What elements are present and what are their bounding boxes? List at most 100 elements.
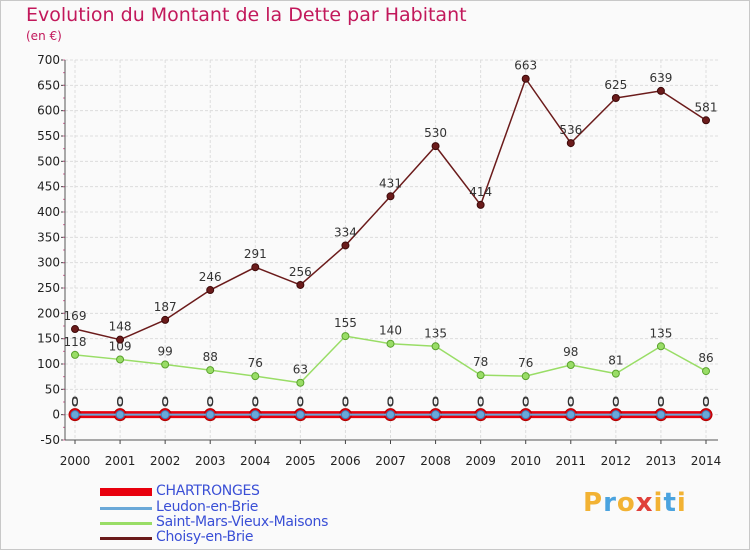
x-tick-label: 2003 xyxy=(195,454,226,468)
data-label: 0 xyxy=(161,395,169,409)
data-point xyxy=(611,94,620,102)
data-point xyxy=(251,263,260,272)
data-point xyxy=(386,192,395,201)
x-tick-label: 2007 xyxy=(375,454,406,468)
data-label: 663 xyxy=(514,59,537,73)
data-label: 155 xyxy=(334,316,357,330)
y-tick-label: 200 xyxy=(37,306,60,320)
data-point xyxy=(476,371,485,380)
x-tick-label: 2006 xyxy=(330,454,361,468)
data-label: 0 xyxy=(657,395,665,409)
logo-letter: i xyxy=(653,488,664,518)
data-point xyxy=(115,410,125,420)
data-label: 148 xyxy=(109,320,132,334)
data-point xyxy=(431,342,440,351)
data-point xyxy=(656,86,665,95)
legend-label: CHARTRONGES xyxy=(156,483,260,499)
y-tick-label: 600 xyxy=(37,104,60,118)
data-label: 0 xyxy=(297,395,305,409)
x-tick-label: 2004 xyxy=(240,454,271,468)
data-label: 78 xyxy=(473,355,488,369)
data-label: 0 xyxy=(116,396,124,410)
x-tick-label: 2011 xyxy=(556,454,587,468)
y-tick-label: 650 xyxy=(37,78,60,92)
data-label: 76 xyxy=(248,356,263,370)
data-label: 0 xyxy=(206,395,214,409)
data-point xyxy=(476,410,486,420)
y-tick-label: -50 xyxy=(40,433,60,447)
data-label: 63 xyxy=(293,363,308,377)
data-point xyxy=(70,410,80,420)
data-point xyxy=(431,410,441,420)
data-label: 81 xyxy=(608,354,623,368)
logo-letter: P xyxy=(583,488,604,518)
y-tick-label: 0 xyxy=(52,408,60,422)
x-tick-label: 2000 xyxy=(60,454,91,468)
data-point xyxy=(611,410,621,420)
logo-letter: x xyxy=(635,488,654,518)
logo-letter: i xyxy=(676,488,687,518)
data-point xyxy=(161,360,170,369)
y-tick-label: 700 xyxy=(37,53,60,67)
logo-letter: r xyxy=(603,488,617,518)
data-label: 0 xyxy=(116,395,124,409)
data-label: 0 xyxy=(387,395,395,409)
data-point xyxy=(702,116,710,125)
data-label: 0 xyxy=(612,396,620,410)
data-label: 0 xyxy=(251,395,259,409)
data-label: 135 xyxy=(424,326,447,340)
data-label: 0 xyxy=(206,396,214,410)
y-tick-label: 300 xyxy=(37,256,60,270)
data-label: 0 xyxy=(161,396,169,410)
data-label: 169 xyxy=(64,309,87,323)
data-label: 0 xyxy=(432,396,440,410)
data-point xyxy=(341,241,350,250)
data-point xyxy=(341,332,350,341)
data-label: 0 xyxy=(342,395,350,409)
data-point xyxy=(521,74,530,83)
x-tick-label: 2009 xyxy=(465,454,496,468)
data-label: 0 xyxy=(71,396,79,410)
data-label: 0 xyxy=(432,395,440,409)
data-label: 0 xyxy=(342,396,350,410)
data-label: 334 xyxy=(334,225,357,239)
data-point xyxy=(656,410,666,420)
y-tick-label: 400 xyxy=(37,205,60,219)
y-tick-label: 150 xyxy=(37,332,60,346)
legend-label: Leudon-en-Brie xyxy=(156,499,259,515)
data-point xyxy=(206,286,215,295)
data-point xyxy=(116,335,125,344)
data-label: 0 xyxy=(71,395,79,409)
data-point xyxy=(611,369,620,378)
data-point xyxy=(656,342,665,351)
data-label: 0 xyxy=(567,395,575,409)
data-point xyxy=(521,410,531,420)
y-tick-label: 250 xyxy=(37,281,60,295)
legend-swatch-saint-mars xyxy=(100,522,152,525)
data-label: 0 xyxy=(702,395,710,409)
x-tick-label: 2012 xyxy=(601,454,632,468)
x-tick-label: 2014 xyxy=(691,454,722,468)
data-point xyxy=(702,367,710,376)
data-point xyxy=(71,325,79,334)
data-label: 0 xyxy=(702,396,710,410)
y-tick-label: 50 xyxy=(45,382,60,396)
data-point xyxy=(116,355,125,364)
data-label: 0 xyxy=(612,395,620,409)
data-label: 581 xyxy=(695,100,718,114)
data-label: 88 xyxy=(203,350,218,364)
legend-swatch-chartronges xyxy=(100,488,152,496)
data-point xyxy=(296,280,305,289)
data-label: 187 xyxy=(154,300,177,314)
plot-background xyxy=(65,60,718,440)
data-point xyxy=(71,350,79,359)
data-point xyxy=(386,339,395,348)
data-point xyxy=(250,410,260,420)
data-point xyxy=(431,142,440,151)
data-point xyxy=(340,410,350,420)
data-point xyxy=(566,361,575,370)
y-tick-label: 350 xyxy=(37,230,60,244)
data-label: 140 xyxy=(379,324,402,338)
data-label: 256 xyxy=(289,265,312,279)
data-point xyxy=(160,410,170,420)
